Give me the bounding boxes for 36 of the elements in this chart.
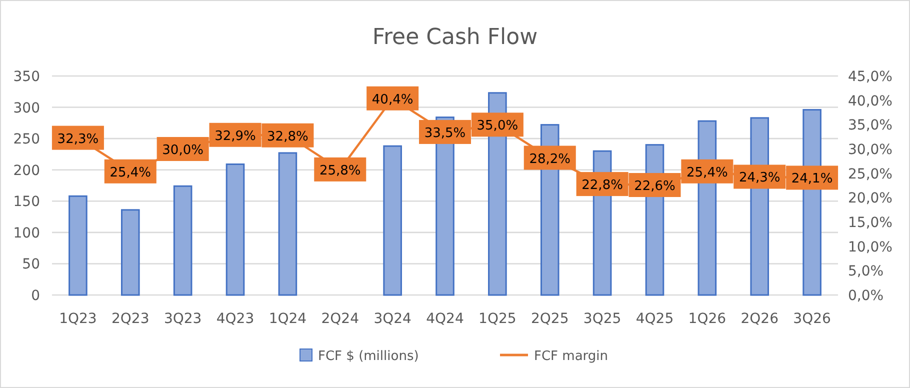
y2-tick-label: 5,0% bbox=[848, 264, 884, 280]
y2-tick-label: 45,0% bbox=[848, 69, 892, 85]
y2-tick-label: 15,0% bbox=[848, 215, 892, 231]
y2-tick-label: 35,0% bbox=[848, 118, 892, 134]
x-tick-label: 2Q23 bbox=[112, 311, 150, 327]
x-tick-label: 2Q26 bbox=[740, 311, 779, 327]
y-tick-label: 100 bbox=[13, 225, 40, 242]
x-tick-label: 3Q26 bbox=[793, 311, 832, 327]
y2-tick-label: 40,0% bbox=[848, 93, 892, 110]
x-tick-label: 1Q23 bbox=[59, 311, 97, 327]
y-tick-label: 300 bbox=[13, 100, 40, 116]
x-tick-label: 1Q24 bbox=[268, 311, 307, 327]
y-tick-label: 350 bbox=[13, 69, 40, 85]
x-tick-label: 4Q24 bbox=[426, 311, 464, 327]
y2-tick-label: 20,0% bbox=[848, 190, 892, 207]
y-tick-label: 200 bbox=[13, 162, 40, 179]
y-tick-label: 50 bbox=[22, 256, 40, 273]
x-tick-label: 1Q25 bbox=[478, 311, 516, 327]
x-tick-label: 2Q24 bbox=[321, 311, 360, 327]
y-tick-label: 250 bbox=[13, 132, 40, 148]
x-tick-label: 3Q24 bbox=[374, 311, 412, 327]
y2-tick-label: 25,0% bbox=[848, 166, 892, 182]
chart-title: Free Cash Flow bbox=[372, 25, 538, 50]
y2-tick-label: 0,0% bbox=[848, 288, 884, 304]
y2-tick-label: 10,0% bbox=[848, 239, 892, 256]
x-tick-label: 1Q26 bbox=[688, 311, 726, 327]
y2-tick-label: 30,0% bbox=[848, 142, 892, 158]
x-tick-label: 3Q23 bbox=[164, 311, 202, 327]
x-tick-label: 4Q25 bbox=[636, 311, 674, 327]
legend-label: FCF margin bbox=[534, 349, 608, 364]
y-tick-label: 150 bbox=[13, 194, 40, 210]
y-tick-label: 0 bbox=[31, 288, 40, 304]
x-tick-label: 3Q25 bbox=[583, 311, 622, 327]
x-tick-label: 2Q25 bbox=[530, 311, 569, 327]
legend-label: FCF $ (millions) bbox=[318, 349, 419, 364]
x-tick-label: 4Q23 bbox=[216, 311, 254, 327]
